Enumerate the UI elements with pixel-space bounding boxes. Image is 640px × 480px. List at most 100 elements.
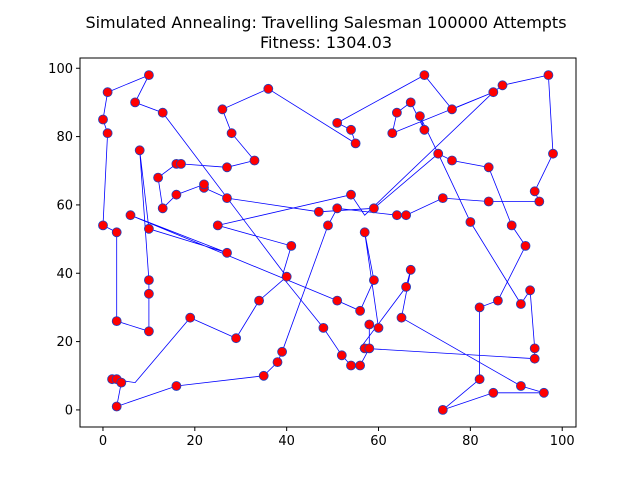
city-point — [368, 275, 379, 286]
city-point — [130, 97, 141, 108]
city-point — [231, 333, 242, 344]
city-point — [332, 203, 343, 214]
city-point — [474, 302, 485, 313]
city-point — [401, 210, 412, 221]
city-point — [355, 305, 366, 316]
city-point — [153, 172, 164, 183]
city-point — [497, 80, 508, 91]
x-tick-label: 100 — [550, 434, 575, 449]
city-point — [364, 319, 375, 330]
city-point — [336, 350, 347, 361]
city-point — [116, 377, 127, 388]
route-layer — [102, 74, 554, 411]
city-point — [520, 240, 531, 251]
city-point — [323, 220, 333, 231]
city-point — [102, 128, 113, 139]
city-point — [355, 360, 366, 371]
city-point — [419, 124, 430, 135]
y-tick-label: 40 — [56, 267, 73, 282]
city-point — [313, 206, 324, 217]
city-point — [185, 312, 196, 323]
city-point — [98, 114, 108, 125]
city-point — [176, 158, 186, 169]
city-point — [346, 360, 356, 371]
city-point — [516, 299, 526, 309]
city-point — [529, 186, 540, 197]
city-point — [405, 264, 416, 275]
city-point — [548, 148, 558, 159]
city-point — [539, 387, 549, 398]
city-point — [111, 316, 122, 327]
city-point — [263, 83, 274, 94]
city-point — [98, 220, 108, 231]
x-tick-label: 20 — [187, 434, 204, 449]
city-point — [437, 404, 448, 415]
city-point — [346, 124, 356, 135]
y-axis: 0 20 40 60 80 100 — [48, 62, 80, 418]
city-point — [368, 203, 379, 214]
city-point — [474, 374, 485, 385]
x-tick-label: 40 — [278, 434, 295, 449]
city-point — [222, 162, 232, 173]
chart-title: Simulated Annealing: Travelling Salesman… — [85, 13, 566, 32]
x-tick-label: 80 — [462, 434, 479, 449]
city-point — [226, 128, 237, 139]
y-tick-label: 20 — [56, 335, 73, 350]
city-point — [143, 326, 154, 337]
city-point — [254, 295, 265, 306]
city-point — [525, 285, 535, 296]
city-point — [157, 107, 168, 118]
city-point — [143, 275, 154, 286]
y-tick-label: 0 — [65, 403, 73, 418]
city-point — [111, 401, 122, 412]
city-point — [171, 381, 182, 391]
city-point — [447, 104, 457, 115]
city-point — [143, 223, 154, 234]
city-point — [281, 271, 292, 282]
chart-subtitle: Fitness: 1304.03 — [260, 33, 392, 52]
city-layer — [98, 70, 558, 415]
city-point — [488, 87, 499, 98]
city-point — [332, 295, 343, 306]
city-point — [447, 155, 457, 166]
city-point — [157, 203, 168, 214]
city-point — [350, 138, 361, 149]
city-point — [125, 210, 136, 221]
city-point — [171, 189, 182, 200]
city-point — [488, 387, 499, 398]
city-point — [529, 343, 540, 354]
city-point — [258, 370, 269, 381]
city-point — [529, 353, 540, 364]
city-point — [277, 346, 288, 357]
city-point — [492, 295, 503, 306]
city-point — [373, 322, 384, 333]
city-point — [483, 162, 494, 173]
city-point — [391, 107, 402, 118]
city-point — [134, 145, 145, 156]
city-point — [516, 381, 526, 391]
city-point — [102, 87, 113, 98]
plot-frame — [79, 57, 577, 428]
city-point — [414, 111, 425, 121]
city-point — [364, 343, 375, 354]
x-tick-label: 60 — [370, 434, 387, 449]
city-point — [437, 193, 448, 204]
y-tick-label: 100 — [48, 62, 73, 77]
city-point — [199, 179, 209, 190]
city-point — [405, 97, 416, 108]
city-point — [506, 220, 517, 231]
city-point — [217, 104, 228, 115]
city-point — [249, 155, 260, 166]
city-point — [391, 210, 402, 221]
city-point — [346, 189, 356, 200]
route-line — [102, 74, 554, 411]
x-axis: 0 20 40 60 80 100 — [99, 427, 575, 449]
city-point — [111, 227, 122, 238]
city-point — [212, 220, 223, 231]
city-point — [318, 322, 329, 333]
city-point — [222, 247, 232, 258]
city-point — [465, 217, 476, 227]
y-tick-label: 60 — [56, 198, 73, 213]
city-point — [433, 148, 444, 159]
